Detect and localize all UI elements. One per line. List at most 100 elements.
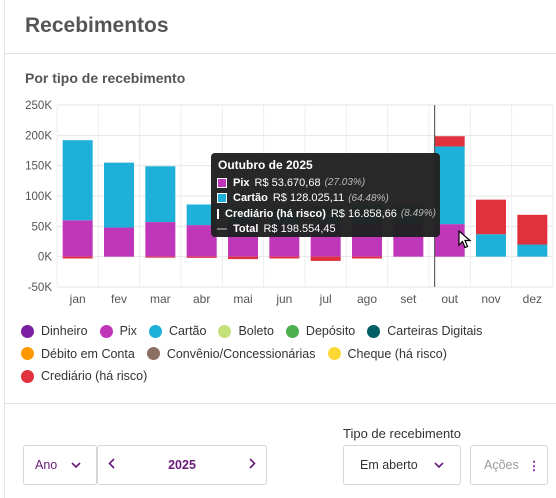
chart-subtitle: Por tipo de recebimento [25,70,186,86]
legend-dot [99,324,113,338]
series-swatch [217,208,219,219]
legend-row: Débito em Conta Convênio/Concessionárias C… [21,343,541,366]
period-select[interactable]: Ano [23,445,97,485]
actions-label: Ações [484,458,519,472]
legend-item[interactable]: Convênio/Concessionárias [146,346,316,361]
bar-segment [186,256,217,258]
bar-segment [145,222,176,257]
bar-segment [145,256,176,258]
chevron-left-icon [108,458,115,469]
total-line-marker [217,228,227,231]
legend-item[interactable]: Crediário (há risco) [21,369,147,383]
x-tick-label: mai [233,292,252,306]
tooltip-row: Cartão R$ 128.025,11 (64.48%) [217,191,434,207]
legend-label: Cheque (há risco) [347,346,447,361]
legend-label: Pix [119,324,137,339]
chevron-down-icon [71,462,81,468]
actions-button[interactable]: Ações ⋮ [470,445,548,485]
x-tick-label: ago [357,292,377,306]
year-value: 2025 [168,458,196,472]
legend-dot [285,324,299,338]
series-swatch [217,177,227,188]
legend-item[interactable]: Débito em Conta [21,347,135,361]
y-tick-label: 200K [25,130,52,142]
x-tick-label: jan [69,292,86,306]
bar-segment [62,140,93,221]
x-tick-label: fev [111,292,127,306]
bar-segment [104,162,134,228]
x-tick-label: dez [523,292,542,306]
legend-label: Dinheiro [41,324,88,339]
bar-segment [228,256,258,260]
tooltip-series-pct: (27.03%) [324,177,366,189]
footer-divider [5,403,556,404]
bar-segment [104,227,134,257]
tooltip-series-pct: (64.48%) [348,192,389,204]
tooltip-series-value: R$ 128.025,11 [272,192,345,205]
receipt-type-label: Tipo de recebimento [343,426,462,441]
legend-item[interactable]: Cartão [148,324,207,339]
bar-segment [269,256,300,259]
legend-item[interactable]: Cheque (há risco) [327,346,447,361]
legend-dot [21,369,34,383]
legend-item[interactable]: Depósito [285,324,355,338]
header-divider [5,53,556,54]
tooltip-series-value: R$ 53.670,68 [254,176,321,189]
year-navigator: 2025 [97,445,267,485]
y-tick-label: 0K [38,252,52,264]
tooltip-row: Crediário (há risco) R$ 16.858,66 (8.49%) [217,206,436,222]
y-tick-label: 250K [25,100,52,112]
tooltip-row: Pix R$ 53.670,68 (27.03%) [217,175,434,191]
legend-dot [367,324,381,338]
legend-item[interactable]: Carteiras Digitais [367,324,482,338]
x-tick-label: set [400,292,417,306]
legend-dot [148,324,162,338]
bar-segment [476,234,506,257]
x-tick-label: jun [275,292,292,306]
legend-item[interactable]: Dinheiro [21,324,88,338]
tooltip-series-value: R$ 16.858,66 [330,207,397,220]
series-swatch [217,193,227,204]
bar-segment [62,256,93,259]
chevron-right-icon [249,458,256,469]
receipt-type-select[interactable]: Em aberto [343,445,461,485]
legend-item[interactable]: Pix [99,324,137,339]
tooltip-total-value: R$ 198.554,45 [263,223,336,236]
bar-segment [434,136,465,147]
bar-segment [517,244,548,257]
legend-item[interactable]: Boleto [218,324,274,339]
receipts-card: Recebimentos Por tipo de recebimento -50… [4,0,556,498]
x-tick-label: nov [481,292,500,306]
bar-segment [145,166,176,223]
legend-dot [21,347,34,361]
bar-segment [310,256,341,261]
legend-row: Dinheiro Pix Cartão Boleto Depósito Carteiras… [21,320,541,343]
legend-label: Crediário (há risco) [41,369,148,384]
x-tick-label: jul [319,292,332,306]
tooltip-total-row: Total R$ 198.554,45 [217,222,434,238]
x-tick-label: out [441,292,458,306]
chevron-down-icon [434,462,444,468]
tooltip-series-name: Pix [233,176,250,189]
x-tick-label: mar [150,292,171,306]
legend-label: Boleto [238,324,274,339]
legend-dot [327,347,341,361]
tooltip-series-pct: (8.49%) [400,208,436,220]
legend-label: Carteiras Digitais [387,324,483,339]
next-year-button[interactable] [249,458,256,472]
legend-dot [21,324,34,338]
legend-label: Cartão [168,324,207,339]
y-tick-label: 150K [25,161,52,173]
previous-year-button[interactable] [108,458,115,472]
y-tick-label: 50K [32,221,53,233]
card-title: Recebimentos [25,14,169,37]
legend-label: Débito em Conta [41,346,135,361]
legend-label: Convênio/Concessionárias [166,346,316,361]
tooltip-title: Outubro de 2025 [218,158,313,172]
tooltip-total-label: Total [233,223,259,236]
period-select-value: Ano [35,458,58,472]
receipt-type-value: Em aberto [360,458,418,472]
bar-segment [517,214,548,245]
tooltip-series-name: Cartão [233,192,268,205]
chart-tooltip: Outubro de 2025 Pix R$ 53.670,68 (27.03%) C… [211,153,440,237]
